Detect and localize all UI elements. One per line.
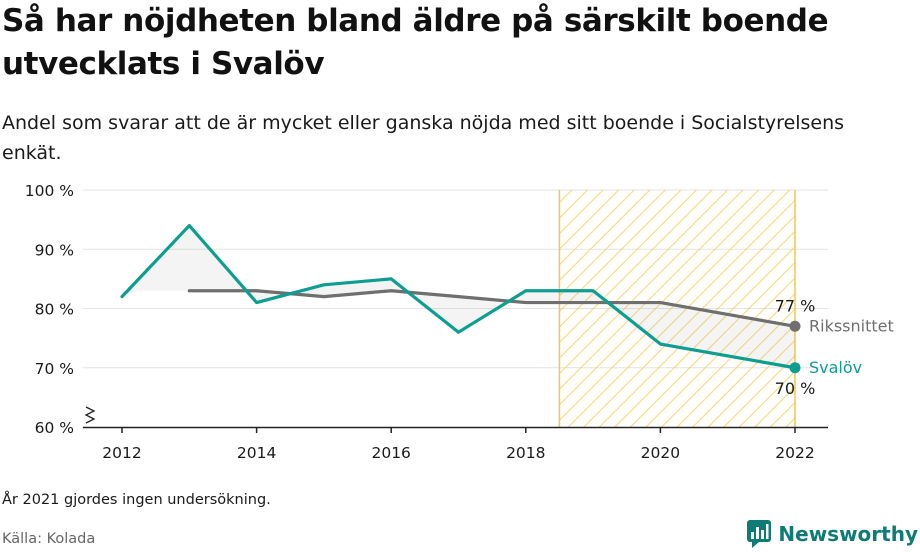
- y-tick-label-90: 90 %: [35, 241, 74, 259]
- series-layer: [120, 223, 801, 374]
- x-tick-label-2014: 2014: [237, 444, 276, 462]
- axes-layer: 60 % 70 % 80 % 90 % 100 % 2012 2014 2016 2018 202…: [25, 182, 828, 462]
- x-tick-label-2020: 2020: [641, 444, 680, 462]
- series-name-svalov: Svalöv: [809, 358, 862, 377]
- gap-fill-main: [189, 225, 796, 368]
- y-tick-label-100: 100 %: [25, 182, 74, 200]
- value-label-svalov: 70 %: [775, 379, 816, 398]
- source-credit: Källa: Kolada: [2, 531, 96, 547]
- page-title: Så har nöjdheten bland äldre på särskilt…: [2, 3, 829, 82]
- highlight-hatch: [559, 190, 795, 427]
- value-label-rikssnittet: 77 %: [775, 296, 816, 315]
- x-tick-label-2016: 2016: [371, 444, 410, 462]
- series-name-rikssnittet: Rikssnittet: [809, 316, 894, 335]
- highlight-layer: [558, 190, 796, 427]
- x-tick-label-2022: 2022: [775, 444, 814, 462]
- chart-bubble-icon: [747, 520, 772, 548]
- y-tick-label-80: 80 %: [35, 301, 74, 319]
- page-subtitle: Andel som svarar att de är mycket eller …: [2, 112, 845, 164]
- brand-logo: Newsworthy: [746, 519, 918, 549]
- y-tick-label-60: 60 %: [35, 419, 74, 437]
- axis-break-icon: [84, 406, 96, 424]
- line-chart: 60 % 70 % 80 % 90 % 100 % 2012 2014 2016 2018 202…: [25, 182, 894, 462]
- series-endpoint-svalov: [789, 362, 801, 374]
- footnote: År 2021 gjordes ingen undersökning.: [2, 492, 271, 508]
- series-endpoint-rikssnittet: [789, 320, 801, 332]
- x-tick-label-2012: 2012: [102, 444, 141, 462]
- y-tick-label-70: 70 %: [35, 360, 74, 378]
- series-line-rikssnittet: [187, 289, 797, 328]
- series-line-svalov: [120, 223, 797, 370]
- x-tick-label-2018: 2018: [506, 444, 545, 462]
- brand-name: Newsworthy: [778, 522, 918, 546]
